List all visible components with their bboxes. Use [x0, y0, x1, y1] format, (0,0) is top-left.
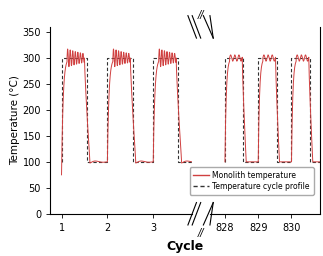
Legend: Monolith temperature, Temperature cycle profile: Monolith temperature, Temperature cycle … — [190, 167, 314, 195]
Text: Cycle: Cycle — [166, 240, 203, 253]
Text: //: // — [198, 228, 204, 238]
Text: //: // — [198, 10, 204, 20]
Y-axis label: Temperature (°C): Temperature (°C) — [10, 75, 20, 165]
